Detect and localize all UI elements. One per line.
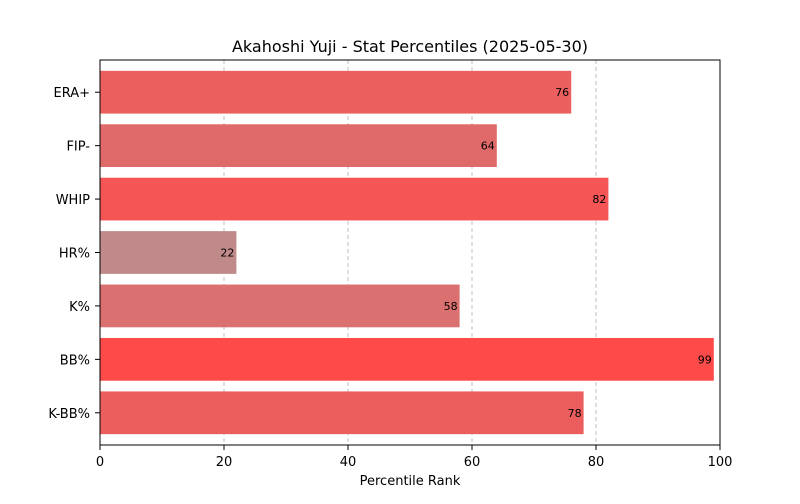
bar-fip — [100, 124, 497, 168]
y-tick-label-k-bb: K-BB% — [48, 407, 90, 422]
data-label-fip: 64 — [481, 140, 495, 153]
data-label-k-bb: 78 — [568, 407, 582, 420]
x-tick-label-100: 100 — [708, 455, 733, 470]
x-tick-label-60: 60 — [464, 455, 481, 470]
y-tick-label-whip: WHIP — [56, 193, 90, 208]
x-axis-ticks: 0 20 40 60 80 100 — [96, 445, 733, 470]
bar-k — [100, 284, 460, 328]
data-label-bb: 99 — [698, 353, 712, 366]
y-tick-label-fip: FIP- — [66, 140, 90, 155]
bar-whip — [100, 177, 609, 221]
data-labels: 76 64 82 22 58 99 78 — [220, 86, 711, 420]
grid-lines — [223, 60, 597, 445]
bar-k-bb — [100, 391, 584, 435]
y-tick-label-era: ERA+ — [53, 86, 90, 101]
data-label-era: 76 — [555, 86, 569, 99]
y-tick-label-hr: HR% — [59, 247, 90, 262]
y-tick-label-bb: BB% — [60, 353, 90, 368]
data-label-k: 58 — [444, 300, 458, 313]
y-tick-label-k: K% — [69, 300, 90, 315]
bar-hr — [100, 231, 237, 274]
y-axis-ticks: ERA+ FIP- WHIP HR% K% BB% K-BB% — [48, 86, 100, 422]
x-tick-label-40: 40 — [340, 455, 357, 470]
x-tick-label-80: 80 — [588, 455, 605, 470]
bars — [100, 70, 714, 435]
bar-era — [100, 70, 572, 114]
chart-title: Akahoshi Yuji - Stat Percentiles (2025-0… — [232, 37, 588, 56]
x-axis-label: Percentile Rank — [360, 474, 461, 489]
data-label-hr: 22 — [220, 247, 234, 260]
x-tick-label-0: 0 — [96, 455, 104, 470]
data-label-whip: 82 — [592, 193, 606, 206]
bar-bb — [100, 337, 714, 381]
x-tick-label-20: 20 — [216, 455, 233, 470]
